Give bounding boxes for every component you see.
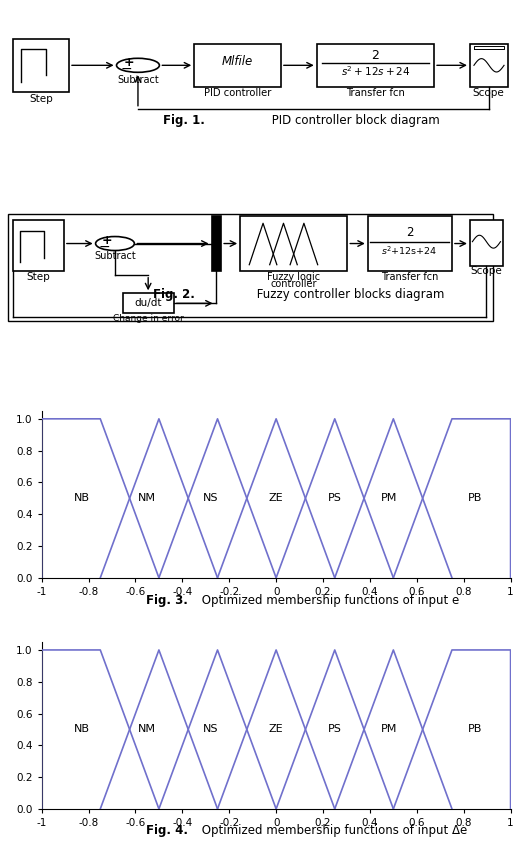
Text: Mlfile: Mlfile: [222, 56, 253, 68]
Text: +: +: [102, 234, 112, 247]
Bar: [240, 216, 348, 271]
Text: NS: NS: [203, 724, 218, 734]
Text: Optimized membership functions of input e: Optimized membership functions of input …: [198, 594, 459, 608]
Text: $s^2$+12s+24: $s^2$+12s+24: [381, 245, 438, 257]
Bar: [13, 220, 64, 271]
Text: Subtract: Subtract: [117, 75, 159, 86]
Text: Fig. 4.: Fig. 4.: [146, 823, 188, 837]
Text: $s^2 + 12s+24$: $s^2 + 12s+24$: [341, 64, 410, 78]
Text: −: −: [121, 62, 132, 76]
Text: Transfer fcn: Transfer fcn: [346, 88, 405, 98]
Text: 2: 2: [371, 49, 379, 62]
Text: Optimized membership functions of input Δe: Optimized membership functions of input …: [198, 823, 467, 837]
Text: PID controller: PID controller: [204, 88, 271, 98]
Text: Scope: Scope: [473, 88, 505, 98]
Text: PID controller block diagram: PID controller block diagram: [268, 114, 440, 127]
Text: PB: PB: [468, 493, 482, 503]
Bar: [368, 216, 452, 271]
Text: Fuzzy controller blocks diagram: Fuzzy controller blocks diagram: [253, 288, 444, 300]
Bar: [122, 294, 173, 313]
Text: NM: NM: [138, 724, 156, 734]
Text: +: +: [123, 56, 134, 68]
Text: −: −: [99, 241, 110, 254]
Text: Transfer fcn: Transfer fcn: [381, 272, 438, 282]
Text: Fig. 1.: Fig. 1.: [163, 114, 205, 127]
Text: PM: PM: [380, 493, 397, 503]
Text: PS: PS: [328, 493, 342, 503]
Bar: [317, 44, 434, 87]
Text: du/dt: du/dt: [134, 298, 162, 308]
Text: 2: 2: [406, 226, 413, 239]
Text: Change in error: Change in error: [113, 314, 183, 324]
Text: controller: controller: [270, 279, 317, 288]
Text: Fig. 3.: Fig. 3.: [146, 594, 188, 608]
Text: NM: NM: [138, 493, 156, 503]
Bar: [8, 214, 493, 321]
Text: Fig. 2.: Fig. 2.: [153, 288, 195, 300]
Text: Step: Step: [29, 93, 53, 104]
Text: ZE: ZE: [269, 724, 283, 734]
Text: PB: PB: [468, 724, 482, 734]
Text: PS: PS: [328, 724, 342, 734]
Bar: [13, 39, 69, 92]
Text: ZE: ZE: [269, 493, 283, 503]
Text: PM: PM: [380, 724, 397, 734]
Bar: [470, 220, 503, 265]
Text: Fuzzy logic: Fuzzy logic: [267, 272, 320, 282]
Bar: [212, 216, 221, 271]
Bar: [470, 44, 508, 87]
Text: NS: NS: [203, 493, 218, 503]
Text: Scope: Scope: [470, 266, 502, 276]
Text: Subtract: Subtract: [94, 252, 136, 261]
Text: Step: Step: [27, 271, 50, 282]
Text: NB: NB: [73, 724, 90, 734]
Bar: [194, 44, 281, 87]
Text: NB: NB: [73, 493, 90, 503]
